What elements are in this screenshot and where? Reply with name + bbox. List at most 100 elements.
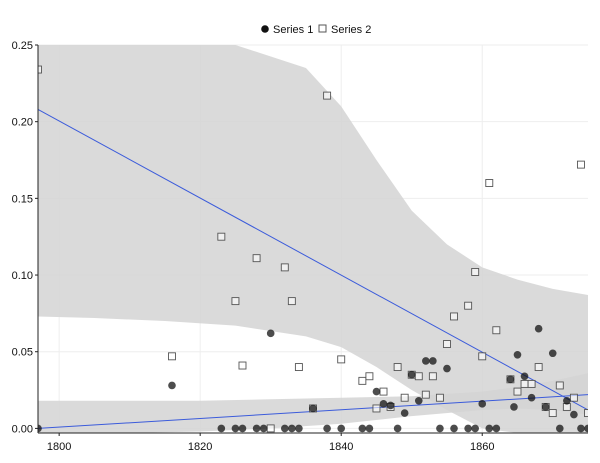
x-tick-label: 1840	[329, 441, 353, 453]
series-1-point	[443, 364, 451, 373]
series-2-point	[421, 390, 430, 399]
series-1-point	[393, 424, 402, 433]
series-1-point	[280, 424, 289, 433]
x-tick-label: 1820	[188, 441, 212, 453]
series-2-point	[365, 372, 374, 381]
series-1-point	[520, 372, 529, 381]
series-2-point	[548, 409, 557, 418]
series-1-point	[584, 424, 588, 433]
series-1-point	[400, 409, 409, 417]
series-2-point	[266, 424, 275, 433]
series-2-point	[534, 363, 543, 372]
y-tick-label: 0.25	[12, 40, 33, 52]
series-1-point	[534, 324, 543, 333]
series-2-point	[520, 379, 529, 388]
y-tick-label: 0.15	[12, 193, 33, 205]
series-1-point	[266, 329, 275, 338]
legend-series-2-label: Series 2	[331, 24, 371, 36]
series-1-point	[231, 424, 240, 433]
series-1-point	[471, 424, 479, 433]
legend-series-1-marker	[261, 25, 269, 33]
series-1-point	[372, 387, 381, 396]
series-1-point	[527, 393, 536, 402]
legend-series-2-marker	[318, 24, 327, 33]
series-2-point	[337, 355, 346, 364]
series-1-point	[429, 357, 437, 365]
series-1-point	[295, 424, 303, 433]
series-1-point	[323, 424, 331, 433]
series-1-point	[379, 400, 388, 408]
series-2-point	[393, 363, 402, 372]
series-2-point	[464, 301, 473, 310]
series-1-point	[168, 381, 176, 390]
series-1-point	[450, 424, 458, 433]
series-2-point	[238, 361, 247, 370]
series-1-point	[555, 424, 564, 433]
data-points	[38, 65, 588, 433]
series-1-point	[513, 350, 522, 359]
confidence-band-2	[38, 373, 588, 433]
series-2-point	[584, 409, 588, 418]
series-2-point	[576, 160, 585, 169]
x-tick-label: 1860	[470, 441, 494, 453]
series-1-point	[259, 424, 268, 433]
confidence-bands	[38, 45, 588, 433]
series-2-point	[231, 297, 240, 306]
series-2-point	[280, 263, 289, 272]
series-1-point	[492, 424, 501, 433]
trend-line-1	[38, 108, 588, 411]
series-2-point	[471, 268, 480, 276]
series-1-point	[563, 396, 571, 405]
series-1-point	[436, 424, 444, 433]
series-1-point	[238, 424, 247, 433]
series-1-point	[38, 424, 42, 433]
series-2-point	[294, 363, 303, 372]
legend: Series 1 Series 2	[261, 24, 371, 36]
series-2-point	[372, 404, 381, 413]
series-2-point	[492, 326, 501, 335]
series-1-point	[570, 410, 578, 419]
series-1-point	[478, 400, 487, 408]
series-1-point	[464, 424, 472, 433]
legend-series-1-label: Series 1	[273, 24, 313, 36]
series-2-point	[527, 379, 536, 388]
series-2-point	[400, 393, 409, 402]
series-1-point	[548, 349, 557, 358]
series-2-point	[323, 91, 332, 100]
y-tick-label: 0.05	[12, 347, 33, 359]
axes: 0.00 0.05 0.10 0.15 0.20 0.25 1800 1820 1840 1860	[12, 40, 588, 453]
series-2-point	[450, 312, 458, 321]
series-2-point	[443, 340, 451, 349]
series-1-point	[506, 375, 515, 384]
series-2-point	[435, 393, 444, 402]
confidence-band-1	[38, 45, 588, 433]
series-2-point	[414, 372, 423, 381]
series-2-point	[485, 179, 494, 187]
series-1-point	[288, 424, 296, 433]
series-2-point	[428, 372, 437, 381]
x-tick-label: 1800	[47, 441, 71, 453]
series-1-point	[485, 424, 494, 433]
series-2-point	[379, 387, 388, 396]
series-2-point	[478, 352, 487, 361]
series-1-point	[414, 396, 423, 405]
y-tick-label: 0.00	[12, 423, 33, 435]
series-2-point	[217, 232, 226, 241]
series-2-point	[252, 254, 261, 263]
series-2-point	[287, 297, 296, 306]
series-2-point	[569, 393, 578, 402]
series-1-point	[252, 424, 261, 433]
series-2-point	[513, 387, 522, 396]
series-1-point	[422, 357, 430, 365]
series-1-point	[541, 403, 550, 411]
y-tick-label: 0.10	[12, 270, 33, 282]
series-2-point	[168, 352, 176, 361]
series-1-point	[365, 424, 374, 433]
series-1-point	[309, 404, 317, 413]
y-tick-label: 0.20	[12, 117, 33, 129]
series-1-point	[510, 403, 518, 411]
series-2-point	[38, 65, 42, 74]
series-1-point	[337, 424, 346, 433]
series-1-point	[386, 401, 395, 410]
